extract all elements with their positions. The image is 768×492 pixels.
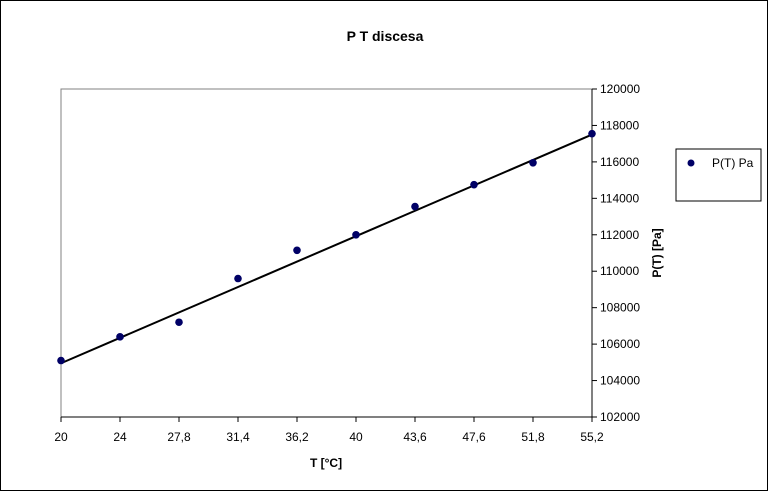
data-point [588,129,596,138]
data-point [234,274,242,283]
y-tick-label: 112000 [600,228,639,242]
x-tick-label: 43,6 [403,430,427,444]
y-axis-ticks: 102000 104000 106000 108000 110000 112000 1140… [592,82,640,424]
x-tick-label: 40 [349,430,363,444]
x-tick-label: 55,2 [580,430,604,444]
data-point [116,333,124,341]
y-tick-label: 108000 [600,301,640,315]
data-point [175,318,183,327]
x-axis-title: T [°C] [310,456,342,470]
trendline [60,133,593,365]
x-tick-label: 31,4 [226,430,250,444]
x-tick-label: 47,6 [462,430,486,444]
x-tick-label: 24 [113,430,127,444]
y-tick-label: 102000 [600,410,640,424]
y-tick-label: 114000 [600,191,639,205]
legend: P(T) Pa [675,148,762,202]
legend-box [675,148,762,202]
data-point [352,230,360,239]
data-points [57,129,596,365]
x-tick-label: 51,8 [521,430,545,444]
x-tick-label: 36,2 [285,430,309,444]
plot-area [60,88,593,418]
y-tick-label: 116000 [600,155,639,169]
y-tick-label: 110000 [600,264,639,278]
data-point [57,356,65,365]
data-point [470,180,478,189]
x-tick-label: 20 [54,430,68,444]
y-tick-label: 104000 [600,374,640,388]
y-tick-label: 106000 [600,337,640,351]
data-point [293,246,301,255]
y-tick-label: 120000 [600,82,640,96]
y-tick-label: 118000 [600,118,639,132]
legend-label: P(T) Pa [712,156,754,170]
x-axis-ticks: 20 24 27,8 31,4 36,2 40 43,6 47,6 51,8 55,2 [54,417,604,444]
data-point [529,159,537,167]
legend-marker [687,159,695,167]
x-tick-label: 27,8 [167,430,191,444]
y-axis-title: P(T) [Pa] [650,228,664,277]
chart-title: P T discesa [347,28,424,44]
trendline-group [60,133,593,365]
data-point [411,202,419,211]
